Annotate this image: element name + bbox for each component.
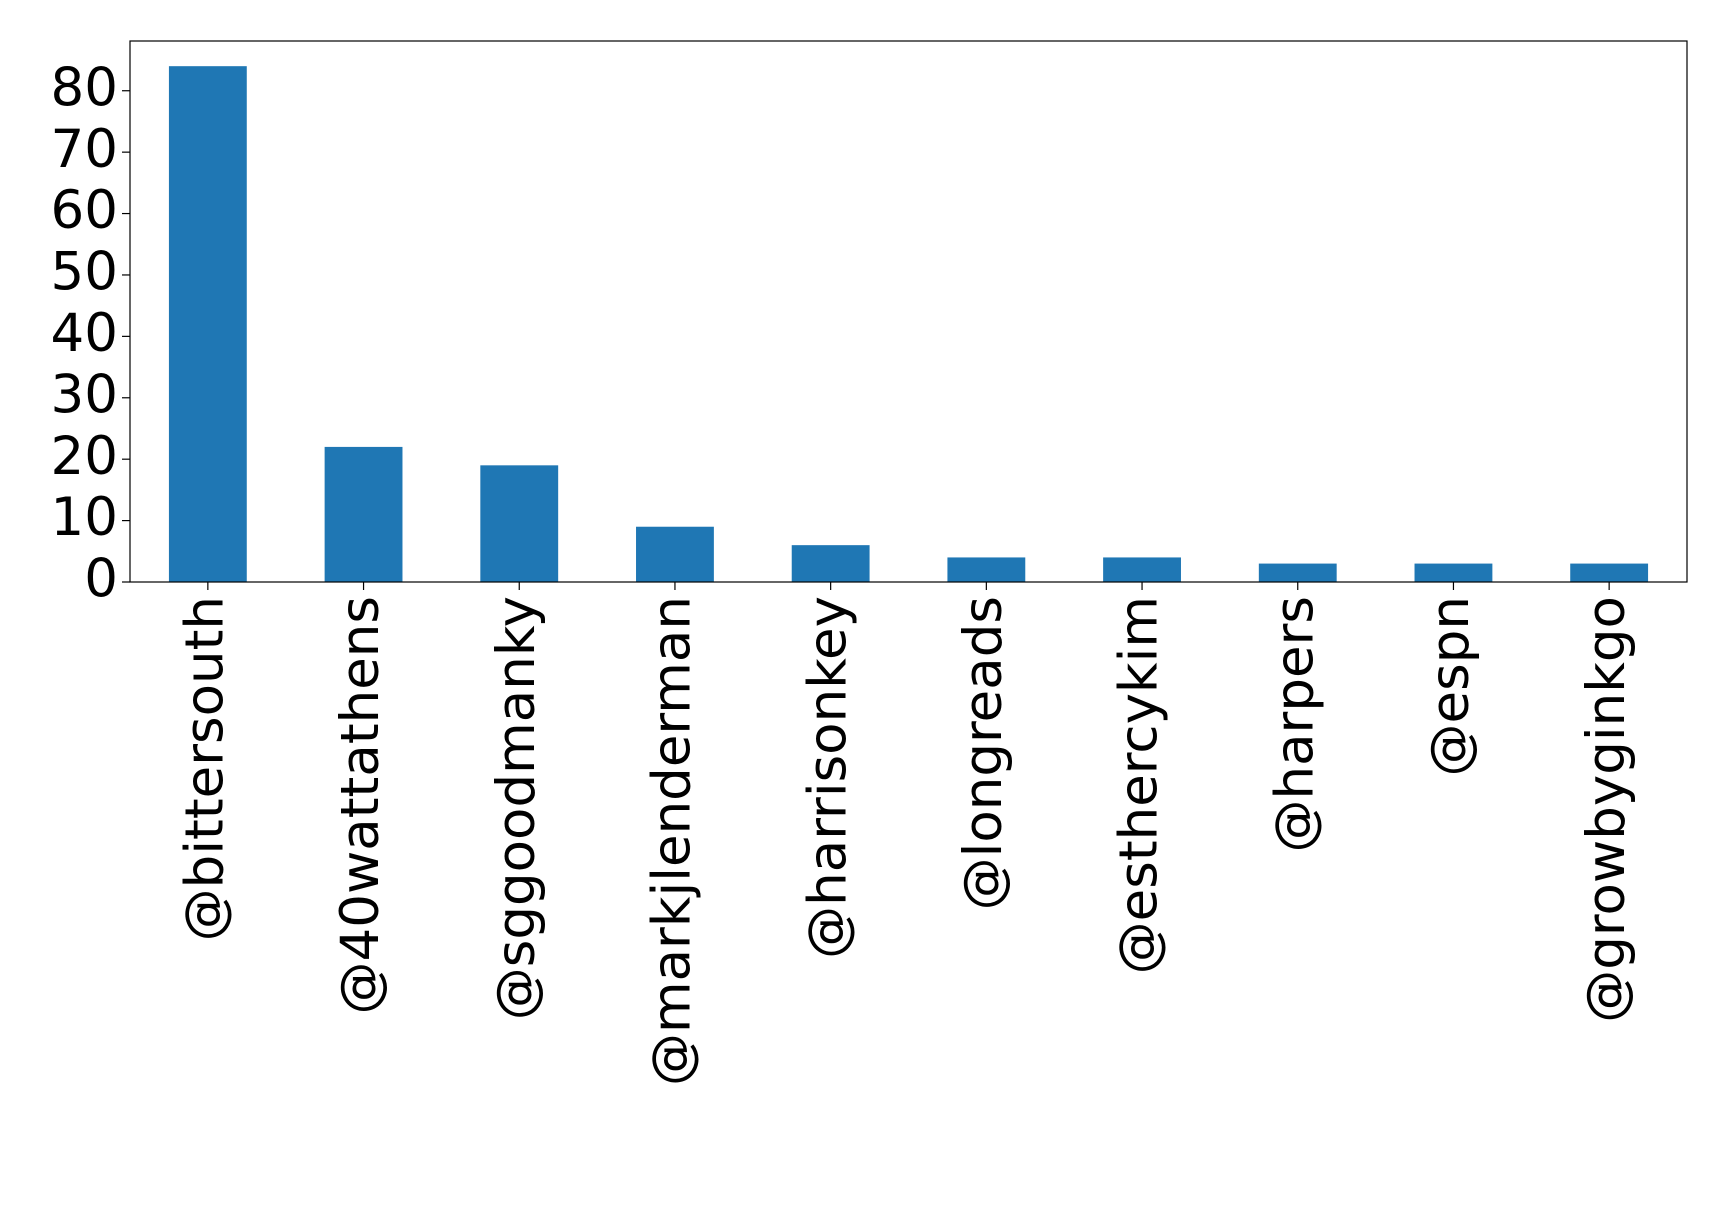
x-tick-label: @esthercykim bbox=[1109, 596, 1170, 974]
x-tick-label: @sggoodmanky bbox=[486, 596, 547, 1020]
y-tick-label: 70 bbox=[51, 119, 118, 180]
bar bbox=[1258, 563, 1337, 582]
y-tick-label: 60 bbox=[51, 180, 118, 241]
x-tick-label: @espn bbox=[1420, 596, 1481, 776]
x-tick-label: @longreads bbox=[953, 596, 1014, 910]
x-tick-label: @bittersouth bbox=[174, 596, 235, 941]
bar bbox=[791, 545, 870, 582]
bar bbox=[1570, 563, 1649, 582]
y-tick-label: 10 bbox=[51, 487, 118, 548]
y-tick-label: 20 bbox=[51, 426, 118, 487]
bar bbox=[1103, 557, 1181, 582]
y-tick-label: 30 bbox=[51, 364, 118, 425]
y-tick-label: 80 bbox=[51, 57, 118, 118]
plot-frame bbox=[129, 40, 1688, 583]
x-tick-label: @40wattathens bbox=[330, 596, 391, 1015]
bar bbox=[480, 465, 559, 582]
y-tick-label: 0 bbox=[84, 549, 118, 610]
x-tick-label: @harrisonkey bbox=[797, 596, 858, 959]
x-tick-label: @markjlenderman bbox=[642, 596, 703, 1086]
bar bbox=[1414, 563, 1493, 582]
y-tick-label: 40 bbox=[51, 303, 118, 364]
x-tick-label: @harpers bbox=[1264, 596, 1325, 853]
bar bbox=[947, 557, 1026, 582]
y-tick-label: 50 bbox=[51, 242, 118, 303]
bar bbox=[324, 446, 403, 582]
x-tick-label: @growbyginkgo bbox=[1576, 596, 1637, 1023]
bar bbox=[168, 66, 247, 583]
bar bbox=[636, 526, 714, 582]
